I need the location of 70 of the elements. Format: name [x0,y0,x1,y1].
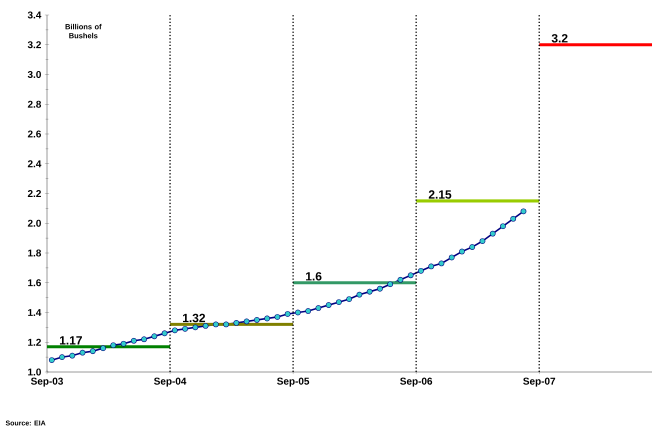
point [141,336,147,342]
point [469,244,476,250]
y-tick-label: 2.2 [28,190,41,197]
data-label: 1.17 [60,336,82,345]
point [387,281,394,288]
point [336,299,342,305]
point [244,318,250,324]
point [274,314,280,320]
point [264,316,270,322]
point [130,338,137,344]
data-label: 2.15 [428,190,452,199]
y-tick-label: 3.4 [28,11,42,19]
point [100,345,106,352]
y-tick-label: 3.0 [28,70,41,78]
point [48,357,55,363]
point [448,254,455,260]
point [69,352,76,359]
point [377,286,383,292]
point [356,292,362,298]
point [223,322,230,328]
point [480,238,486,244]
point [510,216,516,222]
y-tick-label: 2.8 [28,100,42,108]
point [212,322,219,328]
point [90,348,96,354]
point [151,333,158,340]
y-tick-label: 2.0 [28,220,41,227]
y-tick-label: 1.0 [28,368,41,376]
x-tick-label: Sep-05 [277,378,310,387]
point [110,342,116,348]
point [202,322,209,329]
y-tick-label: 1.6 [28,279,42,286]
point [192,324,198,330]
point [418,268,424,274]
x-tick-label: Sep-03 [30,378,63,387]
data-label: 1.32 [183,314,206,322]
y-tick-label: 1.2 [28,338,41,346]
point [233,320,240,326]
point [326,302,332,308]
point [182,326,188,332]
point [438,260,444,266]
data-label: 1.6 [306,272,322,281]
y-tick-label: 3.2 [28,41,41,48]
point [305,308,312,314]
y-tick-label: 1.4 [28,309,42,316]
point [459,248,465,254]
data-label: 3.2 [552,34,568,43]
point [346,296,352,302]
point [80,350,86,356]
x-tick-label: Sep-07 [523,378,556,387]
point [500,223,506,230]
point [162,330,168,336]
point [398,276,404,283]
point [59,354,65,360]
point [120,340,126,347]
point [294,310,301,316]
point [428,263,434,270]
point [284,311,291,317]
y-tick-label: 2.4 [28,160,42,168]
point [366,288,373,295]
x-tick-label: Sep-06 [400,378,432,387]
point [408,272,414,278]
point [490,230,496,237]
point [172,327,178,334]
y-tick-label: 1.8 [28,249,42,257]
point [520,208,526,214]
point [254,317,260,323]
x-tick-label: Sep-04 [154,378,186,387]
y-tick-label: 2.6 [28,130,42,138]
point [316,305,322,311]
